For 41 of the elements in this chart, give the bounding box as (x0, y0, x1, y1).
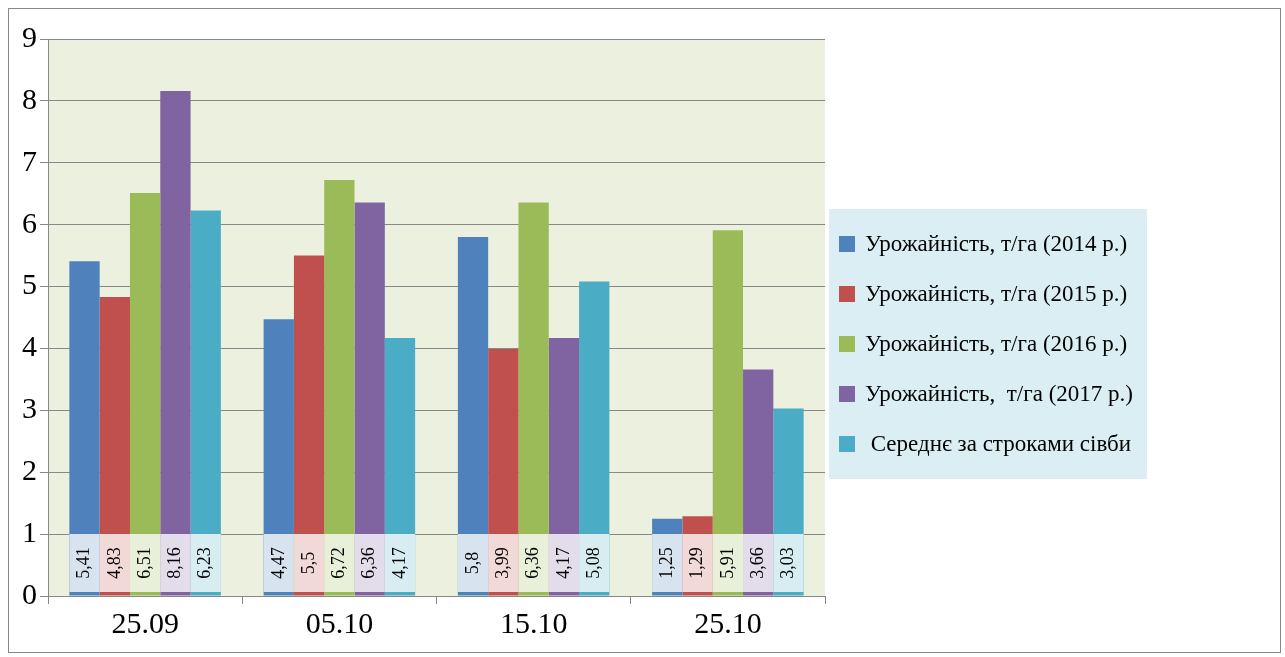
x-tick-label: 25.10 (694, 605, 762, 639)
data-label: 6,51 (133, 547, 154, 579)
data-label: 8,16 (164, 547, 185, 579)
y-tick-label: 7 (22, 143, 37, 177)
y-tick-label: 4 (22, 329, 37, 363)
data-label: 4,17 (388, 547, 409, 579)
data-label: 3,03 (777, 547, 798, 579)
data-label: 5,08 (582, 547, 603, 579)
y-tick-label: 6 (22, 205, 37, 239)
data-label: 4,83 (103, 547, 124, 579)
y-tick-label: 3 (22, 391, 37, 425)
bar (518, 202, 549, 596)
data-label: 6,72 (328, 547, 349, 579)
y-tick-label: 5 (22, 267, 37, 301)
data-label: 4,47 (267, 547, 288, 579)
data-label: 6,36 (358, 547, 379, 579)
y-tick-label: 0 (22, 576, 37, 610)
y-tick-label: 2 (22, 453, 37, 487)
legend-label: Урожайність, т/га (2016 р.) (865, 331, 1128, 357)
x-tick-label: 25.09 (111, 605, 179, 639)
data-label: 5,8 (461, 551, 482, 575)
y-tick-label: 9 (22, 19, 37, 53)
data-label: 5,5 (297, 551, 318, 575)
data-label: 5,41 (73, 547, 94, 579)
data-label: 3,99 (492, 547, 513, 579)
legend-label: Середнє за строками сівби (869, 431, 1132, 457)
y-tick-label: 8 (22, 81, 37, 115)
data-label: 6,36 (522, 547, 543, 579)
x-tick-label: 15.10 (499, 605, 568, 639)
legend-label: Урожайність, т/га (2015 р.) (865, 281, 1128, 307)
legend-label: Урожайність, т/га (2014 р.) (865, 231, 1128, 257)
data-label: 3,66 (746, 547, 767, 579)
x-tick-label: 05.10 (305, 605, 374, 639)
bar (324, 180, 355, 596)
data-label: 1,25 (656, 547, 676, 579)
legend-label: Урожайність, т/га (2017 р.) (865, 381, 1133, 407)
data-label: 4,17 (552, 547, 573, 579)
y-tick-label: 1 (22, 514, 37, 548)
data-label: 6,23 (194, 547, 215, 579)
data-label: 5,91 (716, 547, 737, 579)
data-label: 1,29 (686, 547, 707, 579)
